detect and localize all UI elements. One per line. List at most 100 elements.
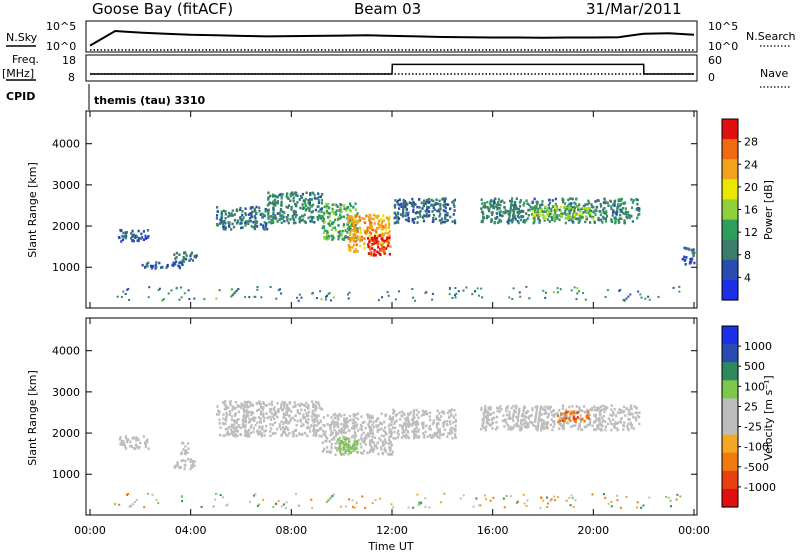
data-cell [342,223,345,226]
data-cell [229,411,232,414]
data-cell [376,430,379,433]
data-cell [339,230,342,233]
data-cell [116,295,119,298]
data-cell [580,207,583,211]
data-cell [616,411,619,415]
data-cell [323,220,326,223]
data-cell [510,203,513,206]
data-cell [638,422,641,426]
data-cell [540,413,543,416]
data-cell [363,229,366,232]
data-cell [243,400,246,404]
data-cell [683,255,686,259]
data-cell [539,418,543,422]
data-cell [360,428,364,431]
data-cell [412,208,415,212]
data-cell [262,406,265,409]
data-cell [550,498,553,501]
data-cell [484,405,487,408]
data-cell [323,424,326,427]
data-cell [179,260,183,264]
data-cell [371,431,374,434]
data-cell [278,423,281,426]
data-cell [689,257,692,261]
data-cell [431,298,434,301]
data-cell [374,241,377,245]
colorbar-tick-label: 20 [744,181,758,194]
data-cell [437,422,440,425]
data-cell [515,207,519,210]
data-cell [320,298,323,301]
data-cell [194,255,197,259]
data-cell [393,420,397,424]
data-cell [347,244,350,248]
data-cell [589,221,592,224]
data-cell [496,206,499,210]
data-cell [534,420,537,423]
data-cell [581,216,584,219]
data-cell [598,417,601,420]
colorbar-tick-label: 28 [744,136,758,149]
data-cell [570,410,573,414]
data-cell [382,429,385,433]
data-cell [137,446,140,450]
data-cell [328,440,331,443]
data-cell [438,428,441,431]
data-cell [692,248,695,251]
data-cell [546,207,549,210]
data-cell [590,203,593,206]
data-cell [616,494,619,497]
data-cell [562,424,565,428]
data-cell [345,417,348,420]
data-cell [583,405,586,408]
data-cell [242,216,245,219]
data-cell [612,423,615,426]
data-cell [217,413,220,416]
data-cell [376,446,379,450]
data-cell [161,265,164,269]
data-cell [574,420,577,424]
data-cell [359,236,362,239]
data-cell [309,197,312,201]
data-cell [554,202,557,206]
data-cell [241,418,244,422]
data-cell [348,202,352,205]
data-cell [398,424,401,427]
data-cell [387,232,390,235]
data-cell [566,207,569,211]
data-cell [556,208,559,212]
data-cell [299,195,303,198]
data-cell [253,225,257,229]
data-cell [623,221,626,224]
data-cell [262,227,265,230]
data-cell [569,216,572,219]
data-cell [596,417,599,421]
data-cell [284,401,287,404]
data-cell [283,406,286,409]
data-cell [134,236,137,239]
data-cell [348,440,351,444]
data-cell [366,451,369,455]
data-cell [216,210,219,213]
data-cell [588,206,591,210]
data-cell [421,207,424,210]
data-cell [418,198,421,201]
data-cell [247,430,250,434]
data-cell [289,417,292,421]
data-cell [619,213,622,217]
data-cell [178,266,181,270]
data-cell [264,207,267,211]
data-cell [435,434,438,437]
data-cell [475,497,478,500]
data-cell [602,419,605,423]
data-cell [218,422,221,425]
data-cell [436,417,439,421]
data-cell [245,415,248,419]
data-cell [569,504,572,507]
data-cell [299,216,302,219]
data-cell [499,210,502,213]
data-cell [452,213,455,216]
data-cell [506,423,509,427]
y-tick-label: 3000 [52,179,80,192]
data-cell [292,431,295,434]
